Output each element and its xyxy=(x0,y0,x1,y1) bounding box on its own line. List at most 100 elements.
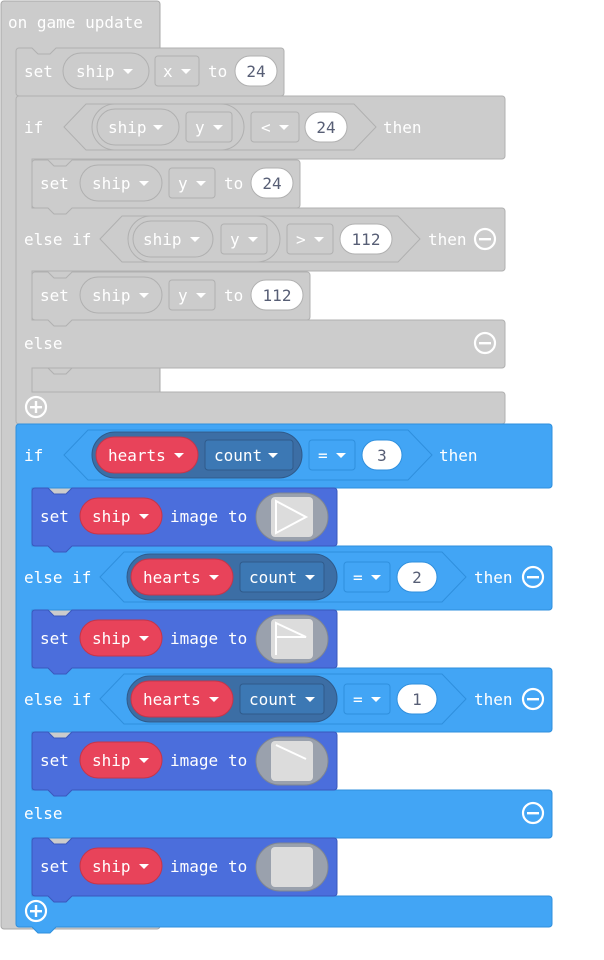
value-input[interactable] xyxy=(250,167,294,199)
image-picker[interactable] xyxy=(255,736,329,786)
chevron-down-icon xyxy=(153,125,163,130)
set-keyword: set xyxy=(40,629,69,648)
image-keyword: image xyxy=(170,629,218,648)
chevron-down-icon xyxy=(305,697,315,702)
chevron-down-icon xyxy=(371,697,381,702)
ship-variable-dropdown[interactable]: ship xyxy=(62,52,150,90)
minus-circle-icon xyxy=(527,698,539,701)
chevron-down-icon xyxy=(196,293,206,298)
ship-label: ship xyxy=(92,857,131,876)
comparison-ship-y-lt-24[interactable]: ship y < 24 xyxy=(63,103,377,151)
remove-else-button[interactable] xyxy=(473,331,497,355)
add-branch-button[interactable] xyxy=(24,395,48,419)
set-keyword: set xyxy=(40,286,69,305)
else-if-keyword: else if xyxy=(24,690,91,709)
else-if-keyword: else if xyxy=(24,230,91,249)
value-input[interactable] xyxy=(361,439,403,471)
set-ship-x-block[interactable]: set ship x to 24 xyxy=(15,47,285,103)
ship-y-reporter[interactable]: ship y xyxy=(91,103,245,151)
ship-label: ship xyxy=(92,286,131,305)
chevron-down-icon xyxy=(209,575,219,580)
set-ship-image-block[interactable]: set ship image to xyxy=(31,487,338,553)
value-input[interactable] xyxy=(339,223,393,255)
then-keyword: then xyxy=(428,230,467,249)
number-label: 24 xyxy=(246,62,265,81)
broken-ship-sprite-icon xyxy=(275,744,307,760)
add-branch-button[interactable] xyxy=(24,899,48,923)
to-keyword: to xyxy=(228,751,247,770)
gray-if-block[interactable]: if ship y < 24 then xyxy=(15,95,506,425)
operator-dropdown[interactable] xyxy=(343,561,391,593)
remove-elseif-button[interactable] xyxy=(521,565,545,589)
chevron-down-icon xyxy=(139,293,149,298)
hearts-variable-dropdown[interactable] xyxy=(95,436,199,474)
image-picker[interactable] xyxy=(255,842,329,892)
chevron-down-icon xyxy=(139,181,149,186)
then-keyword: then xyxy=(474,568,513,587)
chevron-down-icon xyxy=(139,758,149,763)
set-ship-y-block[interactable]: set ship y to 24 xyxy=(31,159,301,215)
set-keyword: set xyxy=(40,751,69,770)
set-ship-image-block[interactable]: set ship image to xyxy=(31,837,338,903)
chevron-down-icon xyxy=(248,237,258,242)
chevron-down-icon xyxy=(279,125,289,130)
chevron-down-icon xyxy=(181,69,191,74)
chevron-down-icon xyxy=(305,575,315,580)
ship-variable-dropdown[interactable] xyxy=(79,619,163,657)
operator-dropdown[interactable]: < xyxy=(250,111,300,143)
remove-else-button[interactable] xyxy=(521,801,545,825)
hearts-variable-dropdown[interactable] xyxy=(130,680,234,718)
comparison-hearts-count-eq-2[interactable]: hearts count = 2 xyxy=(99,551,467,603)
count-dropdown[interactable] xyxy=(204,439,294,471)
comparison-hearts-count-eq-1[interactable]: hearts count = 1 xyxy=(99,673,467,725)
then-keyword: then xyxy=(383,118,422,137)
ship-label: ship xyxy=(92,507,131,526)
remove-elseif-button[interactable] xyxy=(521,687,545,711)
y-label: y xyxy=(195,118,205,137)
value-input[interactable] xyxy=(396,561,438,593)
chevron-down-icon xyxy=(139,636,149,641)
set-ship-image-block[interactable]: set ship image to xyxy=(31,731,338,797)
ship-label: ship xyxy=(108,118,147,137)
comparison-ship-y-gt-112[interactable]: ship y > 112 xyxy=(99,215,421,263)
set-ship-image-block[interactable]: set ship image to xyxy=(31,609,338,675)
comparison-hearts-count-eq-3[interactable]: hearts count = 3 xyxy=(63,429,433,481)
operator-dropdown[interactable] xyxy=(343,683,391,715)
ship-variable-dropdown[interactable] xyxy=(79,497,163,535)
number-label: 24 xyxy=(316,118,335,137)
value-24-input[interactable]: 24 xyxy=(234,55,278,87)
hearts-label: hearts xyxy=(143,568,201,587)
to-keyword: to xyxy=(208,62,227,81)
ship-label: ship xyxy=(92,751,131,770)
if-keyword: if xyxy=(24,446,43,465)
value-input[interactable]: 24 xyxy=(304,111,348,143)
else-keyword: else xyxy=(24,804,63,823)
set-keyword: set xyxy=(24,62,53,81)
minus-circle-icon xyxy=(479,238,491,241)
number-label: 24 xyxy=(262,174,281,193)
set-ship-y-block[interactable]: set ship y to 112 xyxy=(31,271,311,327)
ship-variable-dropdown[interactable] xyxy=(79,847,163,885)
y-label: y xyxy=(178,174,188,193)
image-picker[interactable] xyxy=(255,614,329,664)
y-label: y xyxy=(178,286,188,305)
image-keyword: image xyxy=(170,751,218,770)
x-property-dropdown[interactable]: x xyxy=(154,55,200,87)
blue-if-block[interactable]: if hearts count = 3 then set ship image … xyxy=(15,423,553,934)
ship-variable-dropdown[interactable] xyxy=(79,741,163,779)
count-label: count xyxy=(214,446,262,465)
value-input[interactable] xyxy=(250,279,304,311)
count-dropdown[interactable] xyxy=(239,683,325,715)
value-input[interactable] xyxy=(396,683,438,715)
remove-elseif-button[interactable] xyxy=(473,227,497,251)
operator-dropdown[interactable] xyxy=(308,439,356,471)
hearts-variable-dropdown[interactable] xyxy=(130,558,234,596)
count-dropdown[interactable] xyxy=(239,561,325,593)
event-label: on game update xyxy=(8,13,143,32)
to-keyword: to xyxy=(224,286,243,305)
image-picker[interactable] xyxy=(255,492,329,542)
number-label: 2 xyxy=(412,568,422,587)
then-keyword: then xyxy=(474,690,513,709)
to-keyword: to xyxy=(228,507,247,526)
chevron-down-icon xyxy=(371,575,381,580)
